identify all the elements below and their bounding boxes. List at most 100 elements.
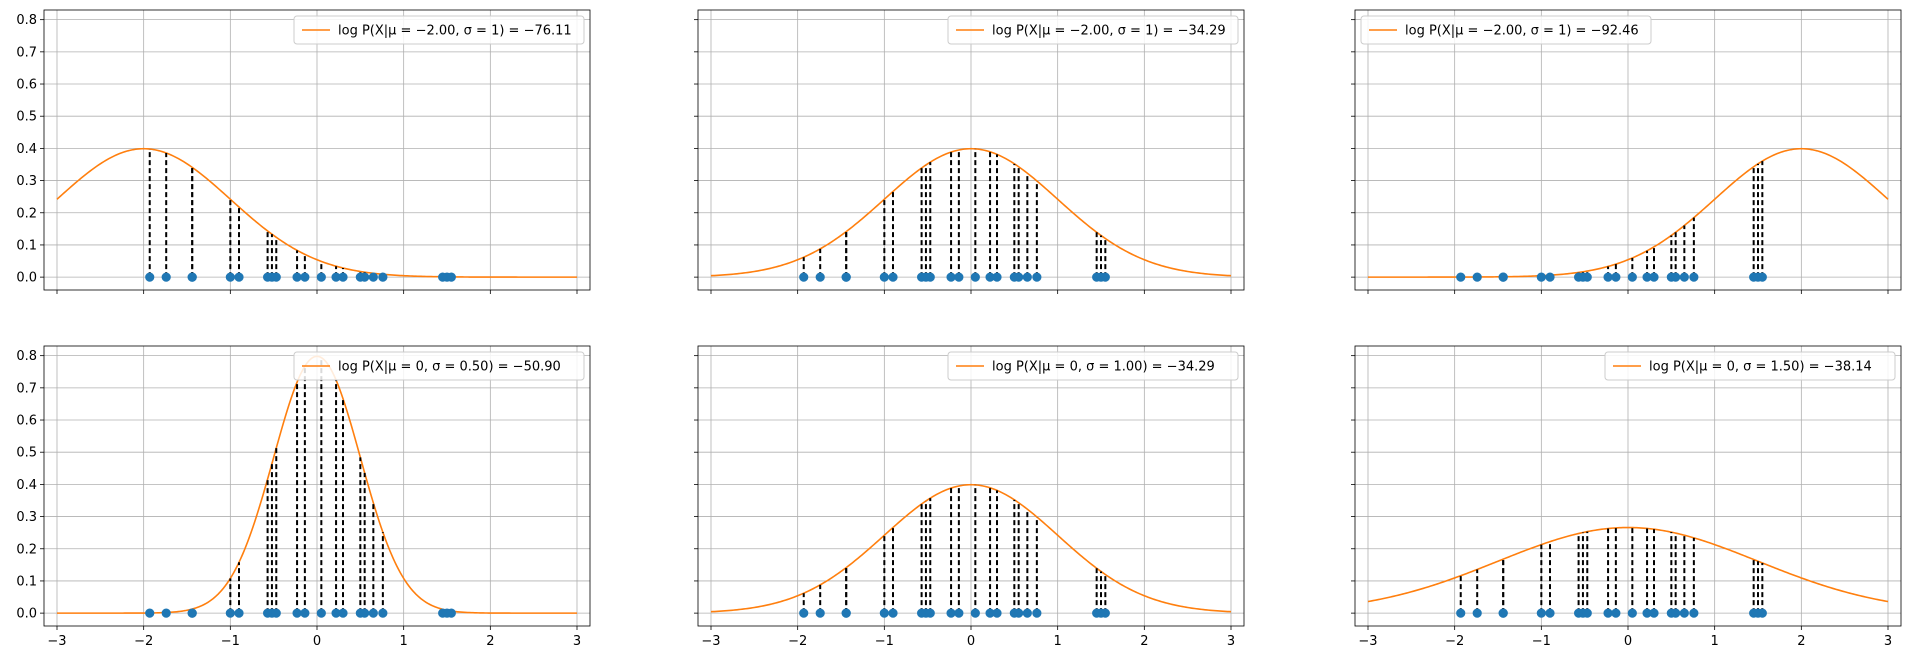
y-tick-label: 0.2	[16, 542, 37, 557]
sample-point	[161, 272, 171, 282]
sample-point	[925, 272, 935, 282]
sample-point	[888, 608, 898, 618]
sample-point	[316, 608, 326, 618]
x-tick-label: −2	[1445, 634, 1464, 649]
sample-point	[1545, 272, 1555, 282]
sample-point	[1032, 608, 1042, 618]
sample-point	[145, 608, 155, 618]
density-curve	[710, 483, 1232, 613]
sample-point	[1642, 272, 1652, 282]
sample-point	[1603, 608, 1613, 618]
sample-point	[1671, 272, 1681, 282]
sample-point	[799, 272, 809, 282]
sample-point	[1603, 272, 1613, 282]
sample-point	[888, 272, 898, 282]
legend-box	[1604, 351, 1896, 381]
x-tick-label: 2	[486, 634, 494, 649]
sample-point	[992, 608, 1002, 618]
sample-point	[985, 608, 995, 618]
sample-point	[225, 608, 235, 618]
legend-box	[947, 351, 1239, 381]
subplot-2: log P(X|μ = −2.00, σ = 1) = −34.29	[694, 9, 1245, 294]
legend: log P(X|μ = 0, σ = 0.50) = −50.90	[293, 351, 585, 381]
subplot-6: −3 −2 −1 0 1 2 3 log P(X|μ = 0, σ = 1.50) = −38…	[1351, 345, 1902, 649]
sample-point	[331, 608, 341, 618]
density-curve	[1368, 147, 1889, 278]
density-curve	[56, 147, 577, 278]
y-tick-label: 0.6	[16, 414, 37, 429]
x-tick-label: 1	[1711, 634, 1719, 649]
density-curve	[710, 147, 1232, 277]
legend-label: log P(X|μ = 0, σ = 1.00) = −34.29	[992, 360, 1215, 375]
sample-point	[1757, 272, 1767, 282]
sample-point	[1611, 608, 1621, 618]
sample-point	[799, 608, 809, 618]
x-tick-label: −3	[701, 634, 720, 649]
sample-point	[360, 272, 370, 282]
sample-point	[187, 272, 197, 282]
sample-point	[225, 272, 235, 282]
x-tick-label: −1	[875, 634, 894, 649]
sample-point	[1022, 272, 1032, 282]
sample-point	[815, 608, 825, 618]
y-tick-label: 0.5	[16, 110, 37, 125]
sample-point	[338, 608, 348, 618]
y-tick-label: 0.1	[16, 238, 37, 253]
x-tick-label: −1	[221, 634, 240, 649]
legend-label: log P(X|μ = −2.00, σ = 1) = −76.11	[338, 24, 572, 39]
sample-point	[1582, 608, 1592, 618]
sample-point	[1536, 608, 1546, 618]
sample-point	[360, 608, 370, 618]
sample-point	[1032, 272, 1042, 282]
sample-point	[316, 272, 326, 282]
sample-point	[271, 272, 281, 282]
legend-box	[1360, 15, 1652, 45]
x-tick-label: 0	[967, 634, 975, 649]
sample-point	[300, 272, 310, 282]
sample-point	[954, 272, 964, 282]
legend-label: log P(X|μ = 0, σ = 1.50) = −38.14	[1649, 360, 1872, 375]
sample-point	[815, 272, 825, 282]
sample-point	[1100, 272, 1110, 282]
sample-point	[1627, 272, 1637, 282]
y-tick-label: 0.0	[16, 271, 37, 286]
sample-point	[1014, 608, 1024, 618]
x-tick-label: 1	[1054, 634, 1062, 649]
sample-point	[271, 608, 281, 618]
x-tick-label: 3	[1884, 634, 1892, 649]
sample-point	[292, 608, 302, 618]
x-tick-label: 3	[1227, 634, 1235, 649]
legend: log P(X|μ = 0, σ = 1.50) = −38.14	[1604, 351, 1896, 381]
x-tick-label: −1	[1532, 634, 1551, 649]
x-tick-label: 1	[400, 634, 408, 649]
sample-point	[1100, 608, 1110, 618]
sample-point	[925, 608, 935, 618]
y-tick-label: 0.3	[16, 510, 37, 525]
y-tick-label: 0.4	[16, 142, 37, 157]
sample-point	[1671, 608, 1681, 618]
sample-point	[378, 272, 388, 282]
sample-point	[187, 608, 197, 618]
legend: log P(X|μ = −2.00, σ = 1) = −76.11	[293, 15, 585, 45]
sample-point	[1689, 272, 1699, 282]
sample-point	[1472, 608, 1482, 618]
sample-point	[234, 272, 244, 282]
sample-point	[292, 272, 302, 282]
sample-point	[161, 608, 171, 618]
legend-box	[293, 351, 585, 381]
y-tick-label: 0.8	[16, 13, 37, 28]
sample-point	[985, 272, 995, 282]
sample-point	[879, 272, 889, 282]
x-tick-label: −2	[788, 634, 807, 649]
sample-point	[992, 272, 1002, 282]
legend: log P(X|μ = 0, σ = 1.00) = −34.29	[947, 351, 1239, 381]
sample-point	[1679, 272, 1689, 282]
sample-point	[368, 608, 378, 618]
sample-point	[879, 608, 889, 618]
y-tick-label: 0.8	[16, 349, 37, 364]
sample-point	[446, 272, 456, 282]
x-tick-label: 2	[1140, 634, 1148, 649]
sample-point	[1679, 608, 1689, 618]
sample-point	[1456, 608, 1466, 618]
sample-point	[946, 608, 956, 618]
